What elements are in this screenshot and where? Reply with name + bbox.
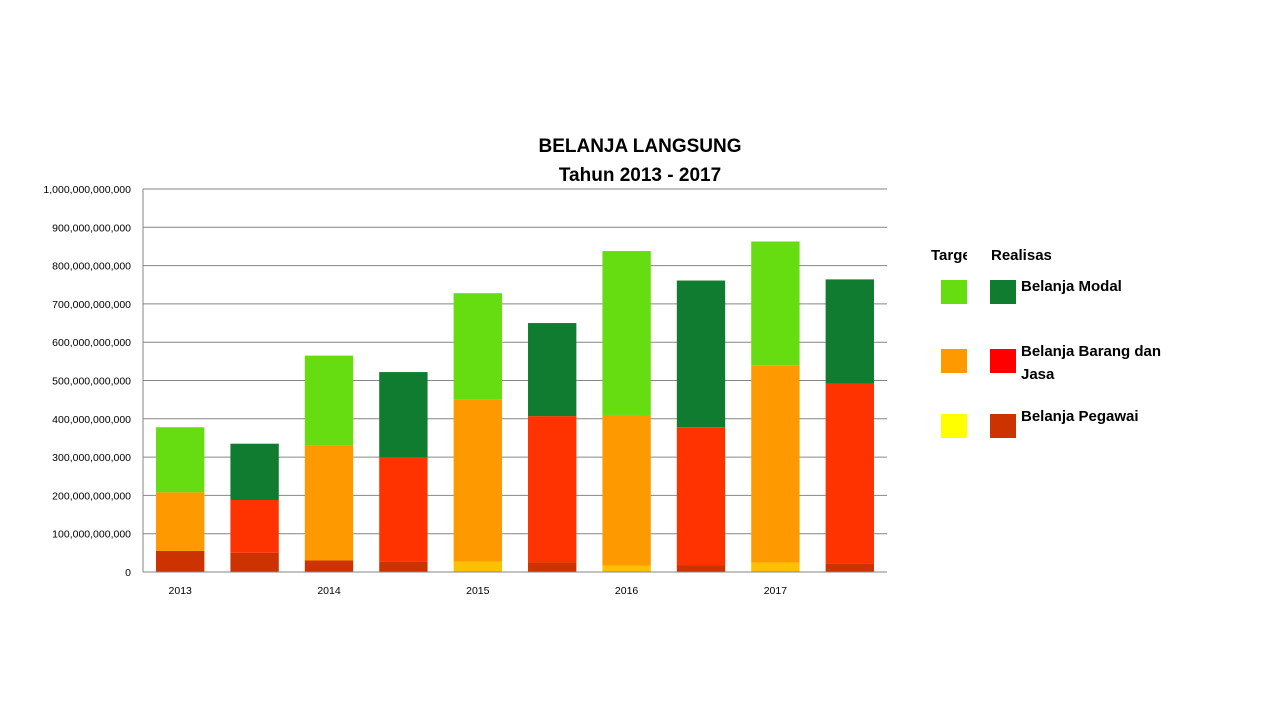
y-tick-label: 900,000,000,000 bbox=[52, 222, 131, 234]
bar-target-belanja-barang-dan-jasa-2014 bbox=[304, 445, 354, 561]
legend-swatch-target-belanja-barang-jasa bbox=[941, 349, 967, 373]
bar-realisasi-belanja-pegawai-2016 bbox=[676, 565, 726, 572]
bar-target-belanja-modal-2013 bbox=[156, 427, 205, 493]
y-tick-label: 100,000,000,000 bbox=[52, 529, 131, 541]
bar-target-belanja-modal-2016 bbox=[602, 251, 651, 415]
y-tick-label: 500,000,000,000 bbox=[52, 376, 131, 388]
x-tick-label: 2014 bbox=[317, 585, 341, 597]
bar-realisasi-belanja-modal-2015 bbox=[528, 323, 577, 417]
bar-realisasi-belanja-pegawai-2014 bbox=[379, 561, 428, 572]
legend-label-belanja-pegawai: Belanja Pegawai bbox=[1021, 408, 1139, 425]
bar-realisasi-belanja-barang-dan-jasa-2017 bbox=[825, 383, 874, 564]
y-tick-label: 400,000,000,000 bbox=[52, 414, 131, 426]
bar-realisasi-belanja-barang-dan-jasa-2014 bbox=[379, 457, 428, 562]
bar-realisasi-belanja-pegawai-2015 bbox=[528, 562, 577, 572]
bar-realisasi-belanja-modal-2016 bbox=[676, 280, 726, 428]
bar-realisasi-belanja-barang-dan-jasa-2016 bbox=[676, 427, 726, 566]
legend-swatch-realisasi-belanja-pegawai bbox=[990, 414, 1016, 438]
x-axis-ticks: 2013 2014 2015 2016 2017 bbox=[169, 585, 788, 597]
bar-target-belanja-pegawai-2017 bbox=[751, 562, 800, 572]
legend-label-belanja-barang-jasa: Belanja Barang dan Jasa bbox=[1021, 343, 1162, 383]
y-tick-label: 1,000,000,000,000 bbox=[43, 184, 131, 196]
x-tick-label: 2017 bbox=[764, 585, 788, 597]
legend-swatch-realisasi-belanja-barang-jasa bbox=[990, 349, 1016, 373]
bar-realisasi-belanja-modal-2013 bbox=[230, 443, 279, 500]
legend-label-belanja-modal: Belanja Modal bbox=[1021, 278, 1122, 295]
bar-target-belanja-pegawai-2013 bbox=[156, 550, 205, 572]
legend-swatch-target-belanja-modal bbox=[941, 280, 967, 304]
bar-realisasi-belanja-barang-dan-jasa-2015 bbox=[528, 416, 577, 563]
bar-target-belanja-barang-dan-jasa-2015 bbox=[453, 399, 502, 562]
legend-swatch-target-belanja-pegawai bbox=[941, 414, 967, 438]
bar-target-belanja-modal-2017 bbox=[751, 241, 800, 366]
legend: Target Realisasi Belanja Modal Belanja B… bbox=[926, 240, 1226, 460]
y-tick-label: 700,000,000,000 bbox=[52, 299, 131, 311]
y-tick-label: 200,000,000,000 bbox=[52, 490, 131, 502]
bar-target-belanja-barang-dan-jasa-2013 bbox=[156, 492, 205, 551]
y-tick-label: 300,000,000,000 bbox=[52, 452, 131, 464]
bar-target-belanja-barang-dan-jasa-2017 bbox=[751, 365, 800, 563]
bar-realisasi-belanja-barang-dan-jasa-2013 bbox=[230, 499, 279, 553]
x-tick-label: 2015 bbox=[466, 585, 490, 597]
chart-title: BELANJA LANGSUNG bbox=[538, 136, 741, 157]
bar-realisasi-belanja-modal-2017 bbox=[825, 279, 874, 384]
bar-target-belanja-modal-2015 bbox=[453, 293, 502, 400]
legend-header-realisasi: Realisasi bbox=[991, 247, 1051, 264]
bar-target-belanja-pegawai-2015 bbox=[453, 561, 502, 572]
chart-subtitle: Tahun 2013 - 2017 bbox=[559, 165, 721, 186]
bar-target-belanja-pegawai-2016 bbox=[602, 565, 651, 572]
legend-header-target: Target bbox=[931, 247, 967, 264]
bar-realisasi-belanja-pegawai-2013 bbox=[230, 552, 279, 572]
legend-swatch-realisasi-belanja-modal bbox=[990, 280, 1016, 304]
bar-target-belanja-pegawai-2014 bbox=[304, 560, 354, 572]
bars bbox=[156, 241, 874, 572]
y-tick-label: 800,000,000,000 bbox=[52, 261, 131, 273]
y-axis-ticks: 0 100,000,000,000 200,000,000,000 300,000,0… bbox=[43, 184, 131, 579]
bar-target-belanja-barang-dan-jasa-2016 bbox=[602, 414, 651, 566]
x-tick-label: 2013 bbox=[169, 585, 193, 597]
x-tick-label: 2016 bbox=[615, 585, 639, 597]
y-tick-label: 600,000,000,000 bbox=[52, 337, 131, 349]
bar-target-belanja-modal-2014 bbox=[304, 355, 354, 446]
bar-realisasi-belanja-modal-2014 bbox=[379, 372, 428, 458]
y-tick-label: 0 bbox=[125, 567, 131, 579]
bar-realisasi-belanja-pegawai-2017 bbox=[825, 563, 874, 572]
